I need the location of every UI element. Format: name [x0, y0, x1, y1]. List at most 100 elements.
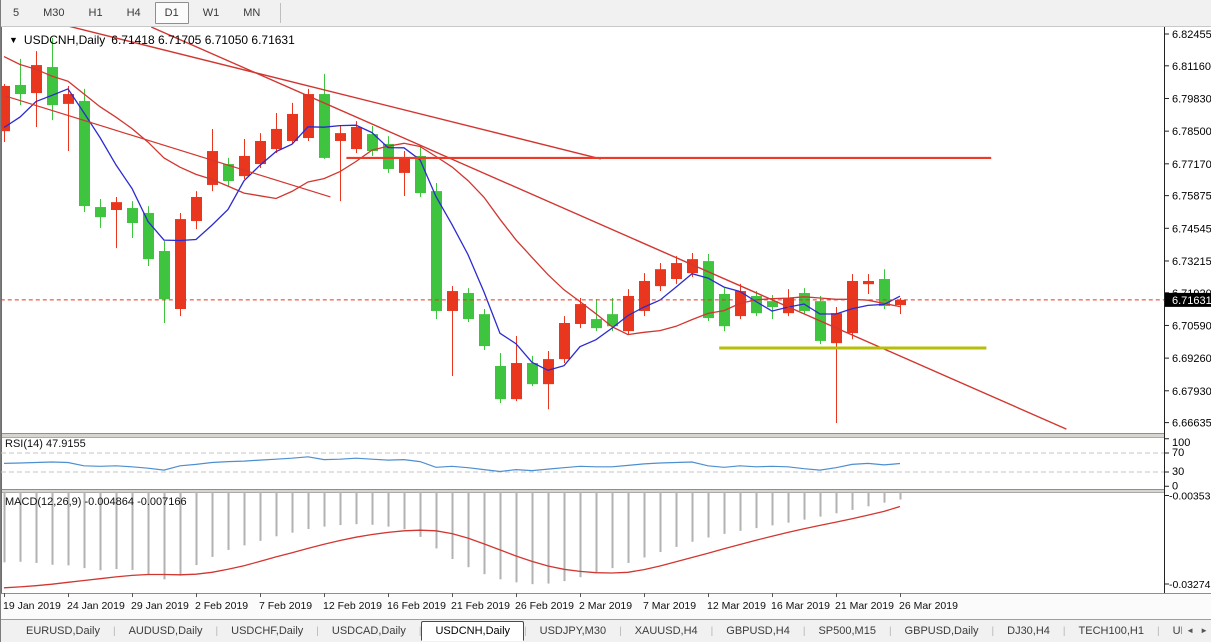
panel-separator: [1, 433, 1211, 437]
candle: [511, 336, 522, 402]
timeframe-button-mn[interactable]: MN: [243, 7, 261, 19]
candle: [31, 51, 42, 127]
timeframe-button-m30[interactable]: M30: [43, 7, 65, 19]
descending-trendline-3[interactable]: [5, 95, 331, 198]
macd-label: MACD(12,26,9) -0.004864 -0.007166: [5, 496, 187, 508]
tab-sp500-m15[interactable]: SP500,M15: [818, 625, 876, 637]
price-axis[interactable]: 6.82455 6.81160 6.79830 6.78500 6.77170 6.758…: [1164, 27, 1211, 593]
main-price-panel[interactable]: [1, 27, 1164, 430]
candle: [415, 146, 426, 197]
candle-body: [175, 219, 186, 309]
price-axis-label: 6.70590: [1172, 320, 1211, 332]
timeframe-button-h4[interactable]: H4: [126, 7, 141, 19]
chart-area[interactable]: RSI(14) 47.9155 MACD(12,26,9) -0.004864 -…: [1, 27, 1211, 619]
tab-separator: |: [524, 625, 527, 637]
symbol-dropdown-icon[interactable]: ▼: [9, 34, 18, 45]
candle: [447, 286, 458, 377]
descending-trendline[interactable]: [150, 27, 1067, 430]
tab-gbpusd-h4[interactable]: GBPUSD,H4: [726, 625, 790, 637]
tab-scroll-left-button[interactable]: ◄: [1186, 626, 1195, 635]
tab-usdchf-daily[interactable]: USDCHF,Daily: [231, 625, 304, 637]
date-axis-label: 16 Feb 2019: [387, 600, 446, 612]
rsi-panel[interactable]: RSI(14) 47.9155: [1, 438, 1164, 473]
candle: [559, 316, 570, 364]
tab-scroll-right-button[interactable]: ►: [1200, 626, 1208, 635]
date-axis-label: 19 Jan 2019: [3, 600, 61, 612]
candle: [95, 198, 106, 228]
macd-axis-label: -0.003537: [1169, 491, 1211, 503]
candle-body: [1, 85, 10, 132]
current-price-badge-text: 6.71631: [1172, 295, 1211, 307]
tab-usdjpy-m30[interactable]: USDJPY,M30: [539, 625, 607, 637]
candle-body: [207, 151, 218, 185]
rsi-axis-label: 0: [1172, 480, 1178, 492]
tab-separator: |: [888, 625, 892, 637]
candle-body: [703, 261, 714, 319]
candle: [639, 273, 650, 317]
date-axis-label: 26 Mar 2019: [899, 600, 958, 612]
rsi-axis-label: 100: [1172, 437, 1190, 449]
candle: [527, 355, 538, 387]
candle: [335, 125, 346, 202]
candle: [783, 289, 794, 317]
candle-body: [799, 293, 810, 311]
candle: [431, 182, 442, 320]
tab-gbpusd-daily[interactable]: GBPUSD,Daily: [904, 625, 979, 637]
candle-body: [687, 259, 698, 274]
candle: [623, 289, 634, 335]
tab-separator: |: [1156, 625, 1160, 637]
tab-usdcnh-daily[interactable]: USDCNH,Daily: [421, 621, 525, 641]
candle: [127, 201, 138, 239]
candle-body: [159, 251, 170, 300]
date-axis-strip: [1, 593, 1211, 619]
tab-usdcad-daily[interactable]: USDCAD,Daily: [331, 625, 406, 637]
candle-body: [463, 293, 474, 320]
tab-xauusd-h4[interactable]: XAUUSD,H4: [634, 625, 698, 637]
descending-trendline-2[interactable]: [4, 27, 601, 160]
tab-ui[interactable]: UI: [1172, 625, 1184, 637]
chart-ohlc-readout: 6.71418 6.71705 6.71050 6.71631: [111, 33, 295, 47]
candle-body: [319, 94, 330, 158]
candle: [879, 269, 890, 309]
candle: [719, 288, 730, 332]
candle-body: [47, 67, 58, 106]
candle-body: [415, 155, 426, 194]
candle-body: [863, 280, 874, 285]
macd-axis-label: -0.032741: [1169, 579, 1211, 591]
price-axis-label: 6.77170: [1172, 159, 1211, 171]
price-axis-label: 6.79830: [1172, 93, 1211, 105]
date-axis[interactable]: 19 Jan 2019 24 Jan 2019 29 Jan 2019 2 Feb 2…: [3, 593, 958, 612]
candle-body: [879, 279, 890, 307]
timeframe-button-h1[interactable]: H1: [88, 7, 103, 19]
timeframe-button-w1[interactable]: W1: [202, 7, 220, 19]
candle: [847, 274, 858, 340]
tab-dj30-h4[interactable]: DJ30,H4: [1007, 625, 1050, 637]
price-axis-background: [1164, 27, 1211, 593]
candle-body: [111, 202, 122, 210]
candles-group: [1, 38, 906, 423]
candle: [799, 288, 810, 315]
date-axis-label: 21 Feb 2019: [451, 600, 510, 612]
rsi-axis-label: 70: [1172, 447, 1184, 459]
candle: [351, 121, 362, 154]
candle-body: [671, 263, 682, 280]
tab-separator: |: [1062, 625, 1066, 637]
candle-body: [399, 158, 410, 173]
timeframe-button-d1[interactable]: D1: [154, 2, 189, 24]
tab-tech100-h1[interactable]: TECH100,H1: [1078, 625, 1144, 637]
candle-body: [607, 314, 618, 327]
tab-eurusd-daily[interactable]: EURUSD,Daily: [26, 625, 100, 637]
candle-body: [271, 128, 282, 150]
candle: [383, 136, 394, 173]
candle-body: [783, 297, 794, 314]
candle: [79, 88, 90, 212]
timeframe-button-5[interactable]: 5: [13, 7, 20, 19]
price-chart-canvas[interactable]: RSI(14) 47.9155 MACD(12,26,9) -0.004864 -…: [1, 27, 1211, 619]
candle: [463, 288, 474, 323]
candle-body: [527, 363, 538, 385]
tab-audusd-daily[interactable]: AUDUSD,Daily: [128, 625, 203, 637]
macd-panel[interactable]: MACD(12,26,9) -0.004864 -0.007166: [3, 492, 902, 589]
candle: [751, 291, 762, 317]
candle-body: [591, 319, 602, 329]
